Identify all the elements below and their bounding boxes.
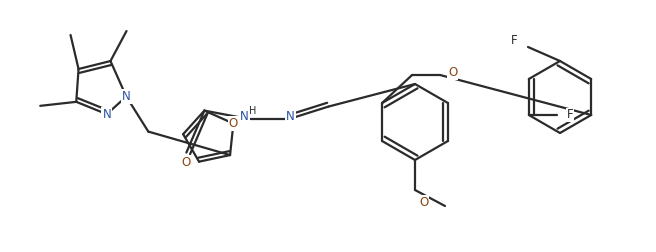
Text: H: H <box>249 106 256 116</box>
Text: N: N <box>240 110 249 123</box>
Text: N: N <box>286 110 295 123</box>
Text: O: O <box>229 117 238 130</box>
Text: F: F <box>567 109 573 121</box>
Text: N: N <box>102 108 111 121</box>
Text: F: F <box>512 35 518 47</box>
Text: N: N <box>122 90 131 103</box>
Text: O: O <box>448 67 457 79</box>
Text: O: O <box>182 156 191 169</box>
Text: O: O <box>419 196 428 208</box>
